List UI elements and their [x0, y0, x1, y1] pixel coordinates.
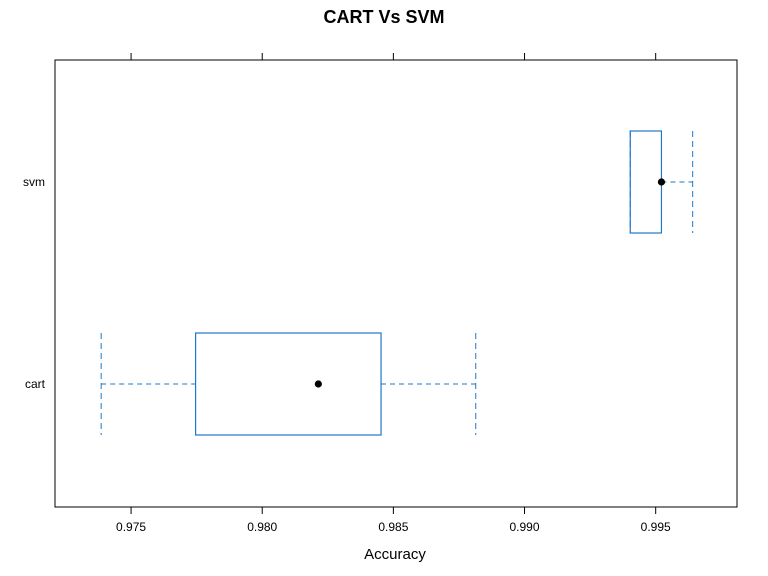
y-axis-labels: cart svm — [23, 175, 46, 391]
x-tick-label: 0.980 — [247, 520, 277, 534]
median-dot — [657, 178, 666, 186]
box-iqr — [629, 130, 663, 234]
x-tick-label: 0.985 — [378, 520, 408, 534]
box-series — [100, 130, 694, 436]
chart-title: CART Vs SVM — [323, 7, 444, 27]
x-tick-label: 0.995 — [641, 520, 671, 534]
x-axis-ticks: 0.975 0.980 0.985 0.990 0.995 — [116, 53, 671, 534]
y-category-label: svm — [23, 175, 45, 189]
x-tick-label: 0.990 — [510, 520, 540, 534]
box-cart — [100, 332, 477, 436]
x-axis-title: Accuracy — [364, 546, 426, 563]
box-iqr — [194, 332, 382, 436]
plot-frame — [54, 59, 738, 508]
median-dot — [314, 380, 322, 388]
box-svm — [629, 130, 694, 234]
y-category-label: cart — [25, 377, 46, 391]
x-tick-label: 0.975 — [116, 520, 146, 534]
